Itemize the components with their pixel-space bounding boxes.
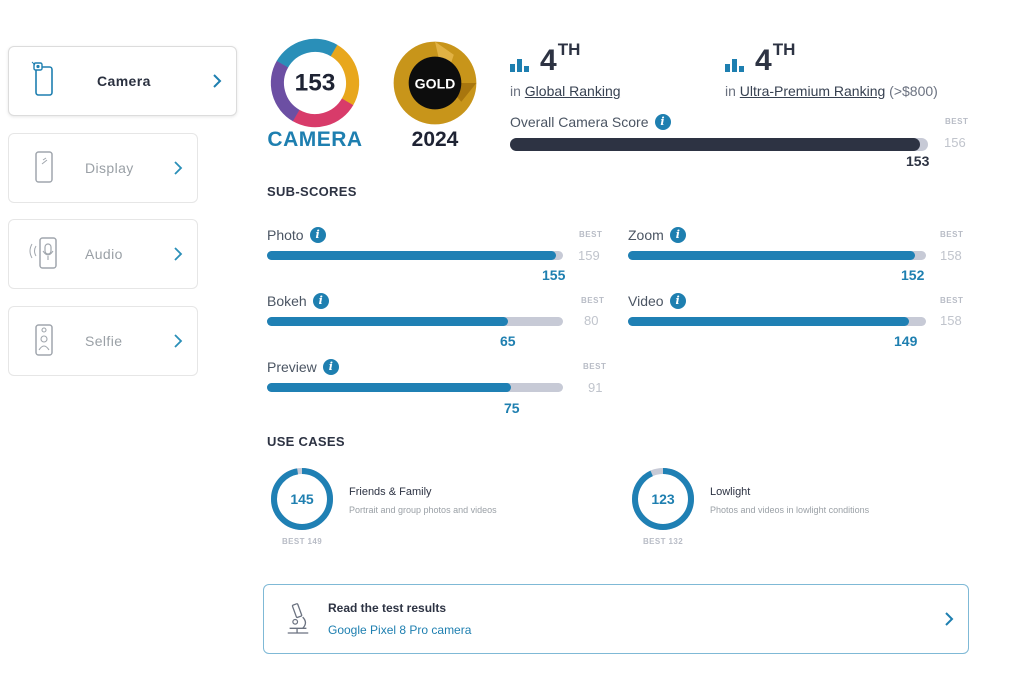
use-case-friends-ring: 145	[271, 468, 333, 530]
premium-rank: 4TH	[755, 40, 796, 77]
sidebar-item-audio[interactable]: Audio	[8, 219, 198, 289]
subscore-preview-label: Preview i	[267, 359, 339, 376]
use-case-title: Friends & Family	[349, 486, 432, 498]
best-label: BEST	[945, 117, 969, 126]
subscore-photo-fill	[267, 251, 556, 260]
camera-score-value: 153	[295, 70, 336, 97]
sidebar-item-display[interactable]: Display	[8, 133, 198, 203]
subscore-bokeh-value: 65	[500, 333, 516, 349]
overall-best-value: 156	[944, 135, 966, 150]
subscore-video-fill	[628, 317, 909, 326]
subscore-zoom-value: 152	[901, 267, 925, 283]
info-icon[interactable]: i	[669, 227, 686, 244]
display-phone-icon	[35, 151, 53, 183]
selfie-phone-icon	[35, 324, 53, 356]
camera-label: CAMERA	[267, 128, 363, 151]
premium-ranking-text: in Ultra-Premium Ranking (>$800)	[725, 83, 938, 99]
overall-score-fill	[510, 138, 921, 151]
best-label: BEST	[581, 296, 605, 305]
sidebar-item-camera[interactable]: Camera	[8, 46, 237, 116]
bar-chart-icon	[725, 59, 744, 72]
camera-score-badge: 153	[270, 38, 360, 128]
global-rank: 4TH	[540, 40, 581, 77]
test-results-card[interactable]: Read the test results Google Pixel 8 Pro…	[263, 584, 969, 654]
best-label: BEST	[940, 296, 964, 305]
best-label: BEST	[583, 362, 607, 371]
use-case-title: Lowlight	[710, 486, 751, 498]
chevron-right-icon	[174, 334, 183, 348]
sidebar-item-selfie[interactable]: Selfie	[8, 306, 198, 376]
subscore-video-value: 149	[894, 333, 918, 349]
chevron-right-icon	[174, 161, 183, 175]
chevron-right-icon	[213, 74, 222, 88]
use-case-desc: Photos and videos in lowlight conditions	[710, 505, 870, 515]
info-icon[interactable]: i	[309, 227, 326, 244]
use-case-score: 145	[290, 491, 314, 507]
subscore-photo-label: Photo i	[267, 227, 326, 244]
global-ranking-link[interactable]: Global Ranking	[524, 83, 621, 99]
use-case-best: BEST 149	[281, 537, 323, 546]
subscore-best-value: 158	[940, 313, 962, 328]
sidebar-item-label: Audio	[85, 246, 123, 262]
chevron-right-icon	[945, 612, 954, 626]
subscore-photo-value: 155	[542, 267, 566, 283]
results-link[interactable]: Google Pixel 8 Pro camera	[328, 623, 472, 637]
subscore-bokeh-fill	[267, 317, 508, 326]
subscore-zoom-fill	[628, 251, 915, 260]
subscores-title: SUB-SCORES	[267, 184, 357, 199]
audio-phone-icon	[29, 237, 57, 269]
gold-label: GOLD	[415, 76, 456, 92]
gold-award-badge: GOLD	[393, 41, 477, 125]
award-year: 2024	[411, 128, 459, 151]
sidebar-item-label: Display	[85, 160, 134, 176]
info-icon[interactable]: i	[322, 359, 339, 376]
info-icon[interactable]: i	[669, 293, 686, 310]
use-case-desc: Portrait and group photos and videos	[349, 505, 497, 515]
subscore-preview-value: 75	[504, 400, 520, 416]
use-case-best: BEST 132	[642, 537, 684, 546]
subscore-best-value: 80	[584, 313, 599, 328]
overall-score-value: 153	[906, 153, 930, 169]
info-icon[interactable]: i	[654, 114, 671, 131]
sidebar-item-label: Selfie	[85, 333, 123, 349]
subscore-preview-fill	[267, 383, 511, 392]
microscope-icon	[287, 603, 309, 634]
subscore-video-label: Video i	[628, 293, 686, 310]
subscore-best-value: 158	[940, 248, 962, 263]
premium-ranking-link[interactable]: Ultra-Premium Ranking	[739, 83, 886, 99]
best-label: BEST	[940, 230, 964, 239]
use-cases-title: USE CASES	[267, 434, 345, 449]
use-case-score: 123	[651, 491, 675, 507]
chevron-right-icon	[174, 247, 183, 261]
subscore-bokeh-label: Bokeh i	[267, 293, 329, 310]
results-title: Read the test results	[328, 601, 447, 615]
best-label: BEST	[579, 230, 603, 239]
use-case-lowlight-ring: 123	[632, 468, 694, 530]
sidebar-item-label: Camera	[97, 73, 151, 89]
subscore-best-value: 159	[578, 248, 600, 263]
subscore-zoom-label: Zoom i	[628, 227, 686, 244]
global-ranking-text: in Global Ranking	[510, 83, 621, 99]
overall-score-label: Overall Camera Score i	[510, 114, 671, 131]
camera-phone-icon	[31, 61, 53, 96]
bar-chart-icon	[510, 59, 529, 72]
subscore-best-value: 91	[588, 380, 603, 395]
info-icon[interactable]: i	[312, 293, 329, 310]
